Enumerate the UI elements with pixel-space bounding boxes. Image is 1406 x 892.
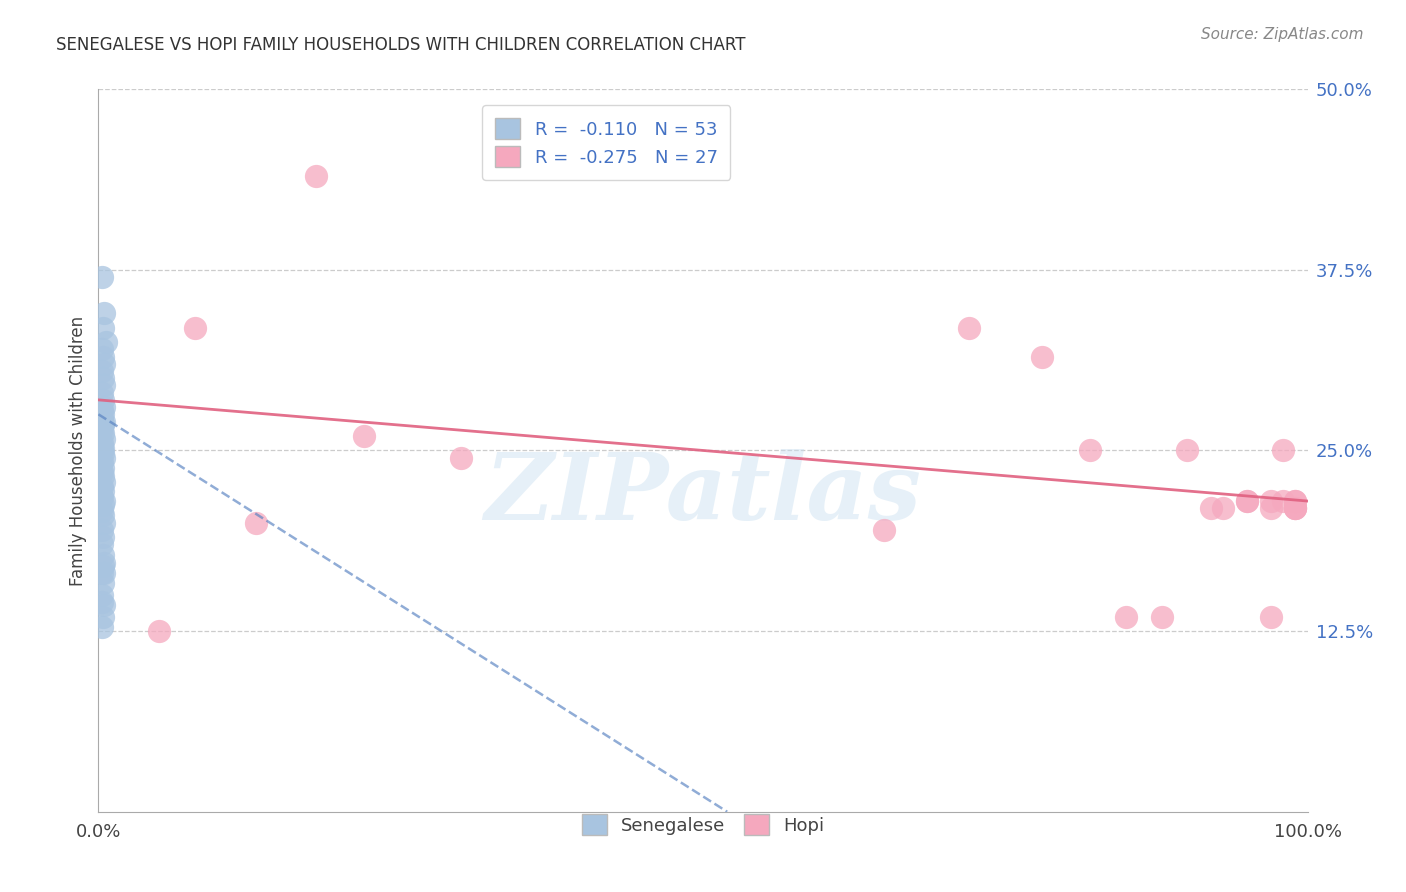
Point [1284,494,1306,508]
Point [91,343,114,357]
Point [91,436,114,450]
Point [91,441,114,455]
Point [305,169,328,183]
Point [91,270,114,285]
Point [91,320,114,334]
Point [91,455,114,469]
Point [93,357,115,371]
Point [1236,494,1258,508]
Point [1260,501,1282,516]
Point [1115,609,1137,624]
Point [91,483,114,498]
Point [91,537,114,551]
Point [1078,443,1101,458]
Point [1236,494,1258,508]
Point [1284,501,1306,516]
Point [91,504,114,518]
Point [93,450,115,465]
Point [91,548,114,562]
Point [957,320,980,334]
Point [91,443,114,458]
Point [1284,501,1306,516]
Point [91,460,114,475]
Point [91,446,114,460]
Point [93,400,115,414]
Text: Source: ZipAtlas.com: Source: ZipAtlas.com [1201,27,1364,42]
Point [93,378,115,392]
Point [91,620,114,634]
Point [91,403,114,417]
Point [1152,609,1174,624]
Point [91,595,114,609]
Point [1260,609,1282,624]
Point [1272,494,1295,508]
Point [93,306,115,320]
Point [94,334,117,349]
Point [91,422,114,436]
Point [91,499,114,513]
Text: SENEGALESE VS HOPI FAMILY HOUSEHOLDS WITH CHILDREN CORRELATION CHART: SENEGALESE VS HOPI FAMILY HOUSEHOLDS WIT… [56,36,745,54]
Point [1272,443,1295,458]
Point [91,559,114,574]
Point [91,530,114,544]
Point [91,609,114,624]
Text: ZIPatlas: ZIPatlas [485,449,921,539]
Point [91,465,114,479]
Point [93,432,115,446]
Point [91,407,114,421]
Point [1212,501,1234,516]
Point [873,523,896,537]
Point [91,480,114,494]
Point [93,556,115,570]
Point [91,469,114,483]
Point [91,411,114,425]
Point [1175,443,1198,458]
Point [148,624,170,639]
Point [91,490,114,504]
Legend: Senegalese, Hopi: Senegalese, Hopi [574,807,832,842]
Point [93,516,115,530]
Point [1284,494,1306,508]
Point [1199,501,1222,516]
Point [93,494,115,508]
Point [91,371,114,385]
Point [184,320,207,334]
Point [91,385,114,400]
Point [93,566,115,581]
Point [1031,350,1053,364]
Point [1260,494,1282,508]
Point [91,417,114,432]
Point [353,429,375,443]
Point [1284,501,1306,516]
Point [91,350,114,364]
Point [91,588,114,602]
Point [245,516,267,530]
Point [91,576,114,591]
Point [91,523,114,537]
Y-axis label: Family Households with Children: Family Households with Children [69,316,87,585]
Point [93,415,115,429]
Point [91,364,114,378]
Point [93,475,115,490]
Point [91,508,114,523]
Point [93,598,115,612]
Point [91,392,114,407]
Point [91,426,114,441]
Point [91,566,114,581]
Point [450,450,472,465]
